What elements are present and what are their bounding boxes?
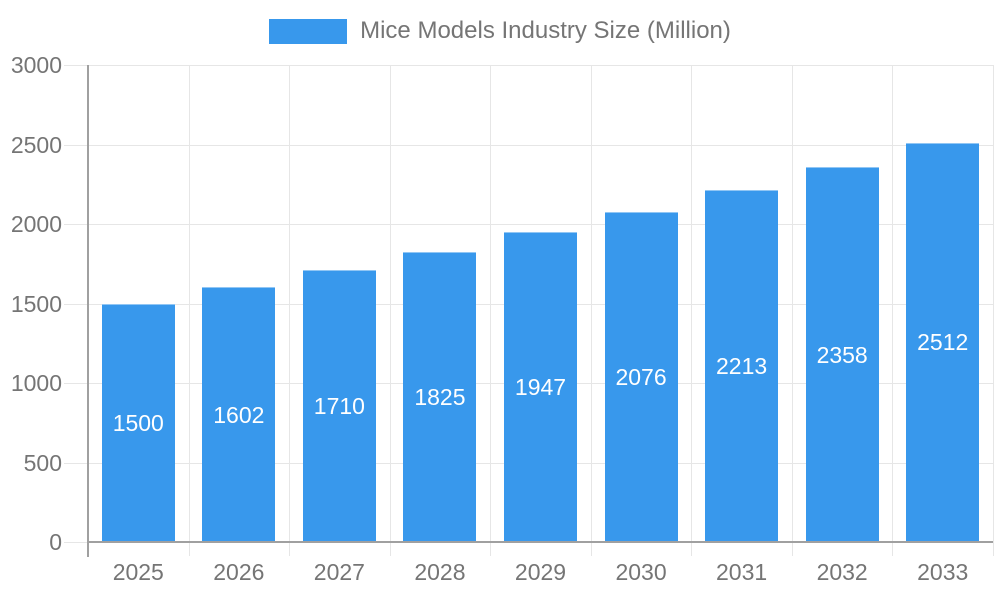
legend-color-swatch — [269, 18, 348, 44]
x-tick-mark — [892, 542, 894, 556]
v-gridline — [188, 65, 190, 542]
x-tick-label: 2028 — [414, 559, 466, 585]
h-gridline — [64, 144, 993, 146]
legend-item[interactable]: Mice Models Industry Size (Million) — [0, 14, 1000, 48]
v-gridline — [289, 65, 291, 542]
x-tick-label: 2029 — [514, 559, 567, 585]
bar[interactable] — [101, 303, 175, 542]
x-tick-label: 2031 — [716, 559, 768, 585]
v-gridline — [389, 65, 391, 542]
y-tick-label: 3000 — [10, 52, 62, 78]
y-tick-label: 2500 — [10, 131, 62, 158]
x-tick-label: 2030 — [615, 559, 667, 585]
x-tick-mark — [791, 542, 793, 556]
x-tick-mark — [993, 542, 994, 556]
h-gridline — [64, 65, 993, 66]
v-gridline — [490, 65, 492, 542]
v-gridline — [791, 65, 793, 542]
x-tick-label: 2026 — [213, 559, 265, 585]
x-tick-label: 2027 — [313, 559, 365, 585]
x-tick-label: 2032 — [816, 559, 868, 585]
x-tick-label: 2033 — [917, 559, 969, 585]
x-tick-mark — [490, 542, 492, 556]
x-tick-mark — [389, 542, 391, 556]
y-tick-label: 500 — [23, 449, 62, 476]
bar[interactable] — [805, 167, 879, 542]
v-gridline — [590, 65, 592, 542]
bar[interactable] — [403, 251, 477, 542]
x-axis-line — [88, 541, 993, 543]
x-tick-mark — [289, 542, 291, 556]
bar[interactable] — [504, 232, 577, 542]
y-tick-label: 1000 — [10, 370, 62, 396]
h-gridline — [64, 224, 993, 225]
legend-label: Mice Models Industry Size (Million) — [360, 17, 731, 44]
bar[interactable] — [202, 287, 276, 542]
v-gridline — [691, 65, 693, 542]
x-tick-label: 2025 — [112, 559, 164, 585]
y-tick-label: 1500 — [10, 290, 62, 317]
x-tick-mark — [188, 542, 190, 556]
bar[interactable] — [906, 142, 980, 542]
bar[interactable] — [705, 190, 779, 542]
x-tick-mark — [691, 542, 693, 556]
y-axis-line — [87, 65, 89, 557]
y-tick-label: 0 — [49, 529, 62, 555]
bar[interactable] — [604, 211, 678, 542]
bar[interactable] — [302, 270, 376, 542]
x-tick-mark — [590, 542, 592, 556]
v-gridline — [993, 65, 994, 542]
v-gridline — [892, 65, 894, 542]
y-tick-label: 2000 — [10, 211, 62, 237]
